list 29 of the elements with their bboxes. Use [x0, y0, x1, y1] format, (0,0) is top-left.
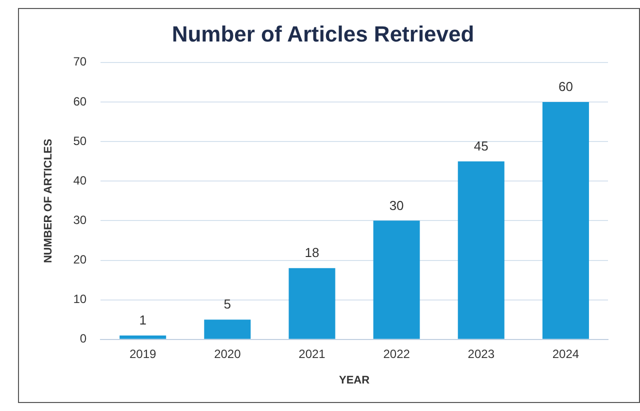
x-tick-label: 2019 — [129, 346, 157, 361]
data-label: 30 — [389, 198, 404, 213]
data-label: 60 — [558, 79, 573, 94]
y-tick-label: 0 — [80, 332, 87, 346]
y-tick-label: 10 — [73, 292, 87, 306]
data-label: 18 — [304, 245, 320, 260]
bar — [373, 220, 420, 339]
x-tick-label: 2022 — [383, 346, 410, 361]
bar — [458, 161, 504, 339]
bar — [288, 268, 336, 339]
bar — [542, 102, 589, 339]
y-axis-title: NUMBER OF ARTICLES — [42, 138, 55, 264]
y-tick-label: 60 — [73, 94, 87, 108]
chart-title: Number of Articles Retrieved — [172, 21, 474, 46]
data-label: 5 — [224, 296, 232, 312]
bar — [120, 335, 166, 339]
data-label: 1 — [139, 312, 146, 328]
y-tick-label: 30 — [73, 213, 87, 227]
x-axis-title: YEAR — [338, 374, 370, 386]
data-label: 45 — [474, 138, 488, 154]
x-tick-label: 2023 — [468, 346, 495, 361]
x-tick-label: 2020 — [214, 346, 242, 361]
x-tick-label: 2024 — [552, 346, 580, 361]
y-tick-label: 70 — [73, 54, 87, 69]
y-tick-label: 20 — [73, 252, 87, 267]
bar — [204, 320, 251, 339]
y-tick-label: 40 — [73, 173, 87, 188]
x-tick-label: 2021 — [298, 346, 326, 361]
y-tick-label: 50 — [73, 134, 87, 148]
